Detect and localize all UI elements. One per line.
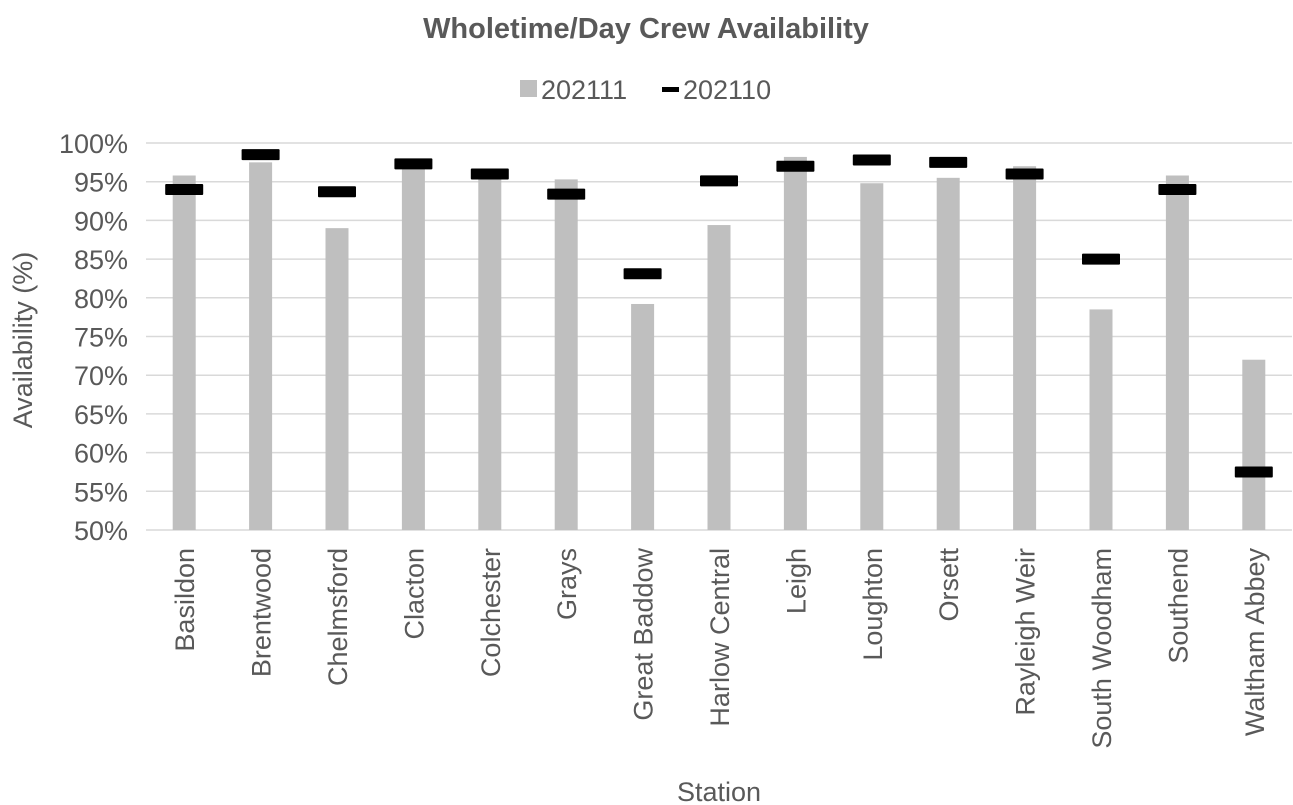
bar	[1089, 309, 1113, 530]
marker	[1005, 168, 1044, 180]
marker	[700, 175, 738, 187]
y-tick-label: 70%	[74, 361, 128, 391]
marker	[776, 160, 815, 172]
y-tick-label: 65%	[74, 400, 128, 430]
bar	[325, 228, 349, 530]
legend-swatch-202111	[520, 80, 537, 97]
bar	[631, 303, 655, 530]
x-tick-label: Rayleigh Weir	[1011, 548, 1041, 716]
y-tick-label: 60%	[74, 439, 128, 469]
markers-202110	[165, 149, 1273, 478]
x-tick-label: Southend	[1163, 548, 1193, 664]
x-tick-label: Chelmsford	[323, 548, 353, 686]
y-tick-label: 75%	[74, 323, 128, 353]
x-tick-label: South Woodham	[1087, 548, 1117, 749]
bar	[1242, 359, 1266, 530]
marker	[1082, 253, 1120, 265]
y-tick-label: 90%	[74, 206, 128, 236]
marker	[318, 186, 356, 198]
x-tick-label: Loughton	[858, 548, 888, 661]
marker	[1234, 466, 1273, 478]
x-tick-label: Orsett	[934, 548, 964, 622]
x-tick-label: Clacton	[399, 548, 429, 640]
marker	[1158, 183, 1197, 195]
x-tick-label: Harlow Central	[705, 548, 735, 727]
x-axis-ticks: Basildon Brentwood Chelmsford Clacton Colche…	[170, 548, 1270, 749]
bar	[707, 225, 731, 530]
bar	[860, 183, 884, 531]
x-tick-label: Leigh	[781, 548, 811, 614]
marker	[623, 268, 662, 280]
y-tick-label: 55%	[74, 477, 128, 507]
y-tick-label: 80%	[74, 284, 128, 314]
x-tick-label: Colchester	[476, 548, 506, 677]
y-tick-label: 85%	[74, 245, 128, 275]
x-tick-label: Brentwood	[247, 548, 277, 677]
legend-label-202111: 202111	[541, 75, 627, 105]
bar	[554, 179, 578, 531]
bar	[1013, 166, 1037, 530]
bar	[1165, 175, 1189, 530]
y-tick-label: 95%	[74, 168, 128, 198]
bar	[172, 175, 196, 530]
bar	[936, 177, 960, 530]
marker	[547, 188, 586, 200]
bar	[401, 166, 425, 530]
bar	[249, 162, 273, 530]
x-axis-title: Station	[677, 777, 761, 805]
marker	[852, 154, 891, 166]
legend-label-202110: 202110	[683, 75, 771, 105]
marker	[929, 156, 968, 168]
legend-swatch-202110	[662, 87, 679, 92]
legend: 202111 202110	[520, 75, 771, 105]
marker	[165, 183, 204, 195]
x-tick-label: Grays	[552, 548, 582, 620]
bar	[478, 173, 502, 530]
marker	[470, 168, 509, 180]
x-tick-label: Basildon	[170, 548, 200, 652]
x-tick-label: Great Baddow	[629, 548, 659, 721]
bar	[783, 156, 807, 530]
y-tick-label: 50%	[74, 516, 128, 546]
marker	[241, 149, 280, 161]
y-tick-label: 100%	[59, 129, 128, 159]
chart-title: Wholetime/Day Crew Availability	[423, 13, 869, 45]
y-axis-ticks: 100% 95% 90% 85% 80% 75% 70% 65% 60% 55% 50%	[59, 129, 128, 546]
y-axis-title: Availability (%)	[8, 252, 38, 429]
marker	[394, 158, 433, 170]
bars-202111	[172, 156, 1266, 531]
x-tick-label: Waltham Abbey	[1240, 548, 1270, 737]
